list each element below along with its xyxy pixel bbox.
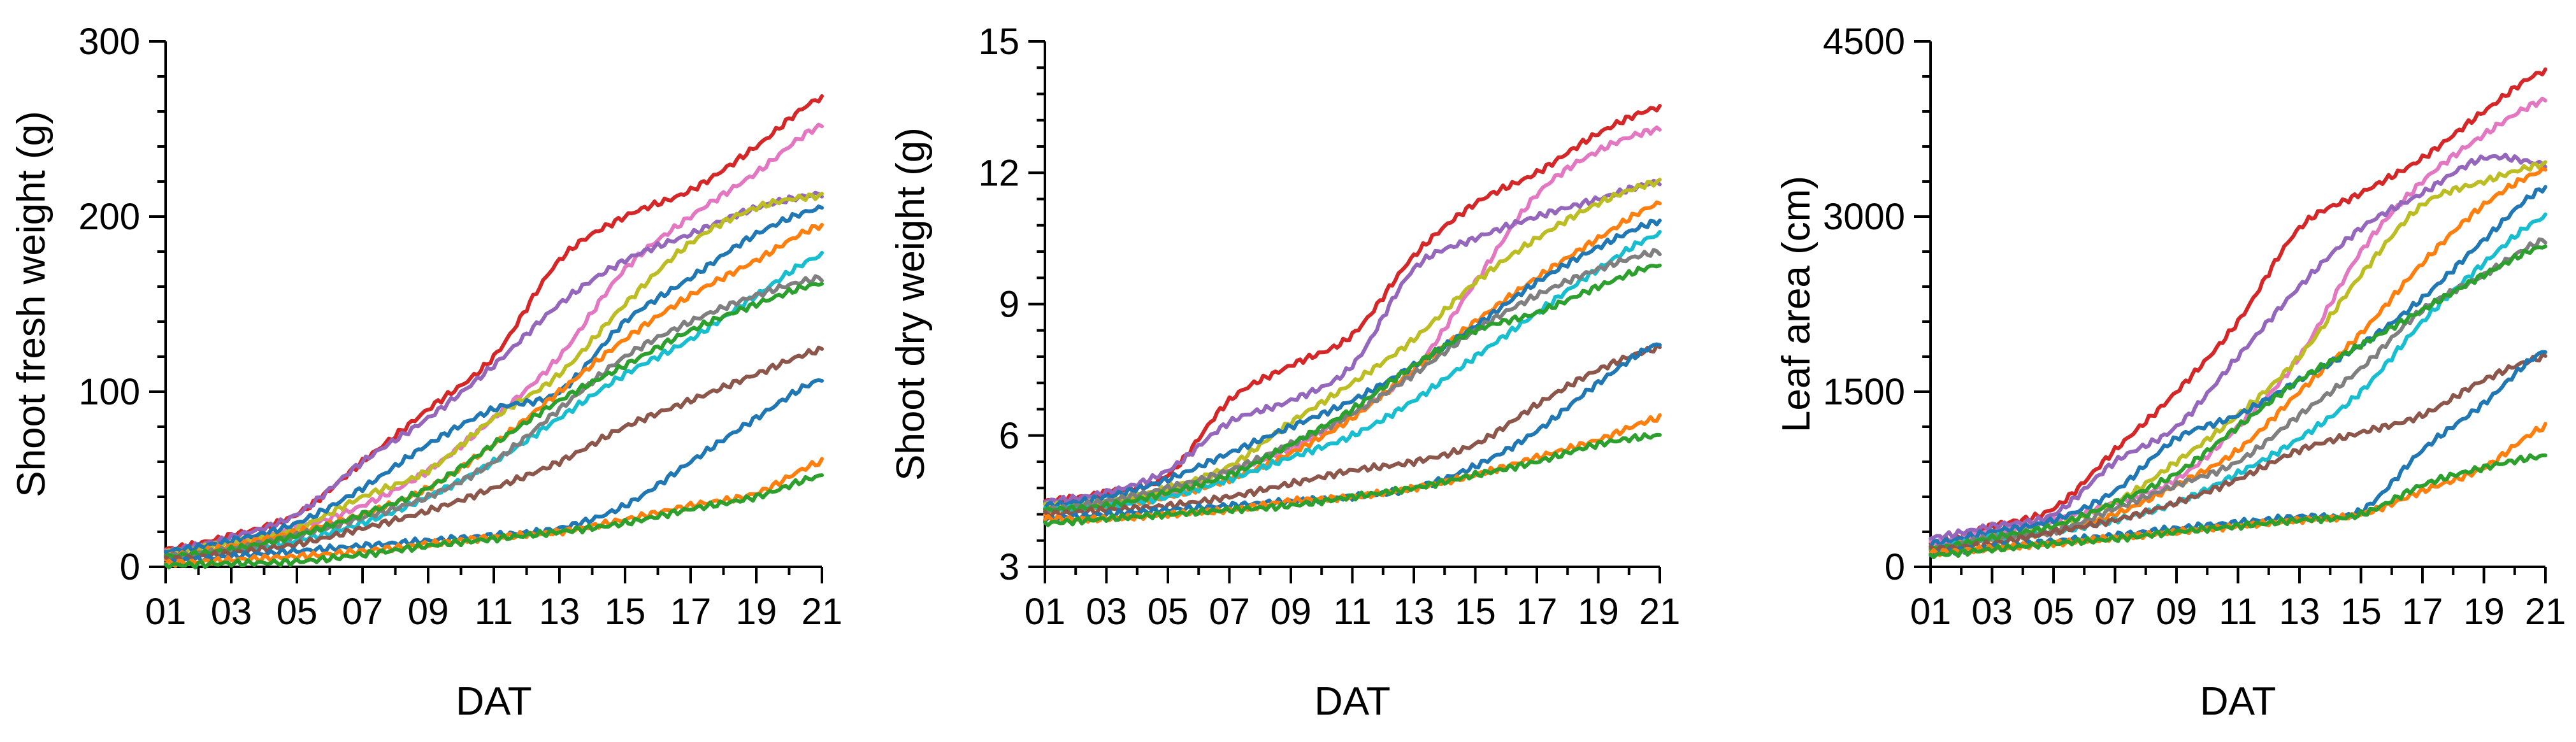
x-tick-label: 07: [2094, 591, 2136, 632]
x-axis-label: DAT: [1314, 680, 1390, 724]
series-line-6: [164, 223, 824, 562]
series-line-2: [164, 122, 824, 557]
series-line-3: [164, 190, 824, 554]
x-tick-label: 19: [1578, 591, 1619, 632]
series-line-10: [1043, 343, 1662, 519]
series-line-9: [1929, 244, 2547, 552]
y-axis-label: Shoot fresh weight (g): [10, 111, 54, 497]
y-axis-label: Shoot dry weight (g): [889, 127, 933, 481]
x-tick-label: 03: [1971, 591, 2013, 632]
x-tick-label: 07: [342, 591, 384, 632]
x-tick-label: 07: [1209, 591, 1250, 632]
x-tick-label: 17: [1516, 591, 1558, 632]
series-line-4: [1043, 178, 1662, 510]
x-tick-label: 13: [2279, 591, 2321, 632]
x-tick-label: 09: [2156, 591, 2198, 632]
y-tick-label: 0: [1885, 546, 1905, 588]
x-tick-label: 05: [1148, 591, 1189, 632]
series-line-1: [1929, 67, 2547, 546]
x-tick-label: 15: [2340, 591, 2382, 632]
x-tick-label: 13: [539, 591, 580, 632]
y-tick-label: 1500: [1823, 371, 1905, 413]
series-line-13: [164, 473, 824, 570]
y-tick-label: 3: [999, 546, 1019, 588]
x-tick-label: 09: [408, 591, 449, 632]
x-tick-label: 21: [1639, 591, 1681, 632]
y-tick-label: 0: [120, 546, 140, 588]
y-tick-label: 4500: [1823, 21, 1905, 62]
x-tick-label: 09: [1270, 591, 1312, 632]
series-line-5: [164, 204, 824, 554]
y-tick-label: 12: [978, 152, 1019, 194]
x-tick-label: 01: [1025, 591, 1066, 632]
panel-leaf-area: 0 1500 3000 4500 01 03 05 07 09 11 13 15 17 19 21 DAT Le…: [1774, 21, 2566, 724]
x-tick-label: 17: [2402, 591, 2443, 632]
y-tick-label: 300: [78, 21, 140, 62]
panel-shoot-fresh-weight: 0 100 200 300 01 03 05 07 09 11 13 15 17 19 21 DAT Shoot…: [10, 21, 842, 724]
x-tick-label: 19: [2463, 591, 2505, 632]
series-line-3: [1929, 152, 2547, 541]
series-line-13: [1043, 432, 1662, 527]
x-tick-label: 13: [1393, 591, 1435, 632]
x-tick-label: 05: [277, 591, 318, 632]
x-tick-label: 19: [736, 591, 777, 632]
series-line-7: [1929, 212, 2547, 552]
series-line-6: [1043, 218, 1662, 511]
y-tick-label: 15: [978, 21, 1019, 62]
series-line-13: [1929, 453, 2547, 559]
series-line-10: [1929, 352, 2547, 554]
y-tick-label: 3000: [1823, 196, 1905, 238]
series-line-7: [164, 251, 824, 562]
x-axis-label: DAT: [2200, 680, 2276, 724]
series-line-8: [1043, 248, 1662, 515]
x-tick-label: 11: [1333, 591, 1371, 632]
x-tick-label: 05: [2033, 591, 2075, 632]
x-tick-label: 11: [2219, 591, 2257, 632]
series-line-9: [1043, 263, 1662, 514]
series-line-4: [164, 192, 824, 557]
y-axis-label: Leaf area (cm): [1774, 176, 1818, 432]
x-axis-label: DAT: [456, 680, 531, 724]
x-tick-label: 15: [1455, 591, 1496, 632]
x-tick-label: 01: [1910, 591, 1952, 632]
y-tick-label: 6: [999, 415, 1019, 457]
series-line-9: [164, 282, 824, 560]
x-tick-label: 03: [211, 591, 252, 632]
x-tick-label: 01: [145, 591, 187, 632]
x-tick-label: 17: [670, 591, 712, 632]
series-line-3: [1043, 178, 1662, 505]
panel-shoot-dry-weight: 3 6 9 12 15 01 03 05 07 09 11 13 15 17 19 21 DAT Shoot dr…: [889, 21, 1680, 724]
y-tick-label: 9: [999, 284, 1019, 325]
x-tick-label: 21: [2525, 591, 2566, 632]
series-line-10: [164, 345, 824, 565]
x-tick-label: 21: [802, 591, 843, 632]
series-line-1: [164, 94, 824, 553]
x-tick-label: 11: [475, 591, 513, 632]
y-tick-label: 100: [78, 371, 140, 413]
y-tick-label: 200: [78, 196, 140, 238]
x-tick-label: 15: [605, 591, 646, 632]
series-line-6: [1929, 185, 2547, 549]
x-tick-label: 03: [1086, 591, 1127, 632]
